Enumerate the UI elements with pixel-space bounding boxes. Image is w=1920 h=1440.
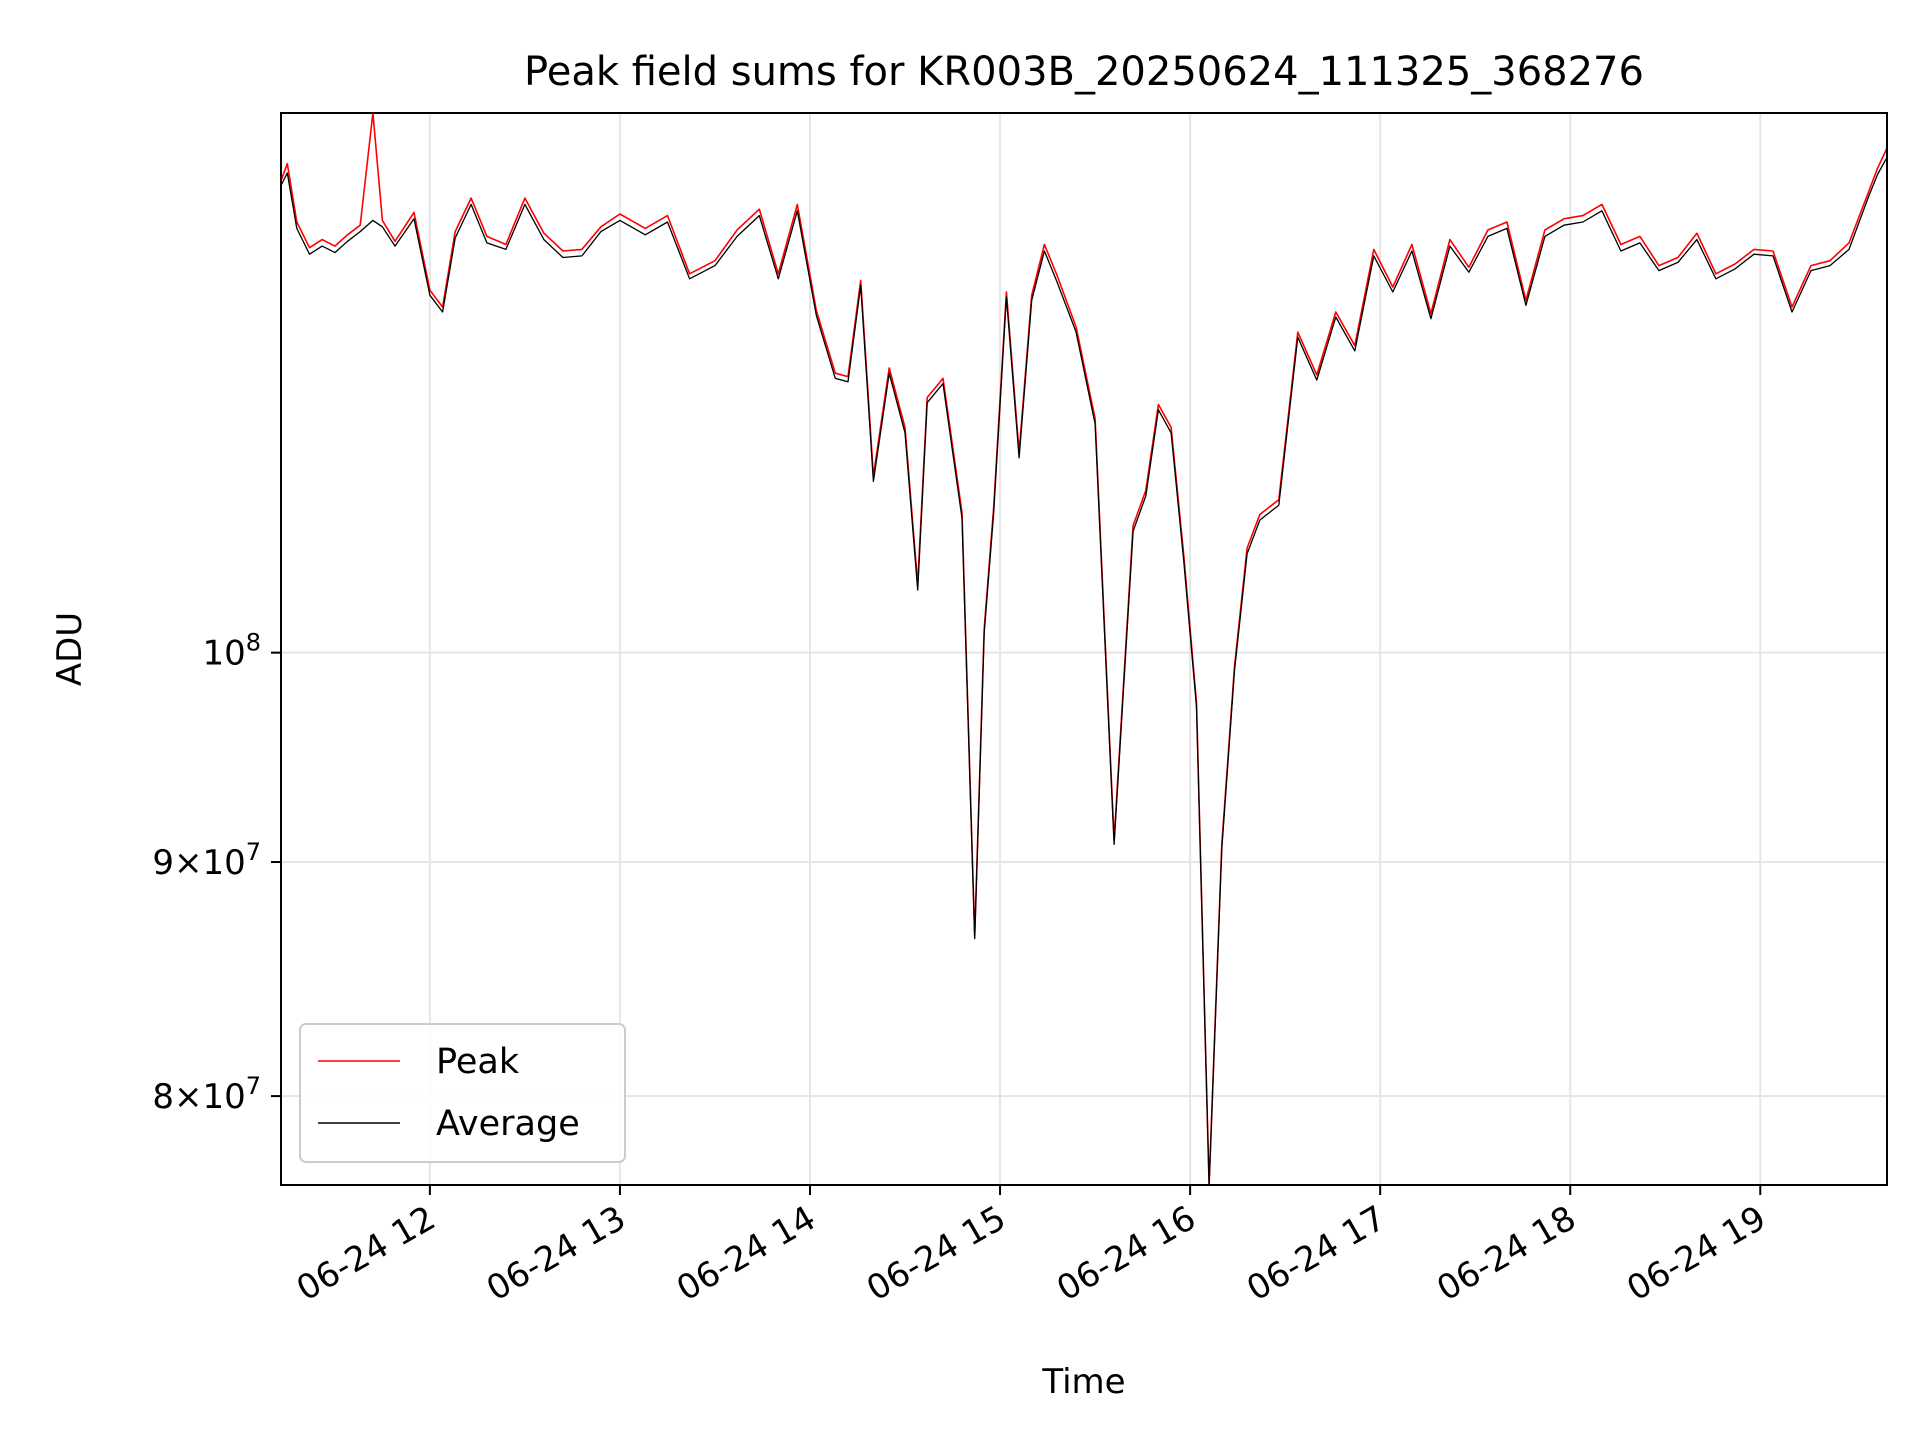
chart-title: Peak field sums for KR003B_20250624_1113… bbox=[524, 49, 1644, 95]
y-tick-label: 108 bbox=[202, 629, 261, 674]
y-tick-label: 8×107 bbox=[152, 1072, 261, 1117]
y-ticks: 8×107 9×107 108 bbox=[152, 629, 281, 1117]
plot-frame bbox=[280, 112, 1888, 1186]
legend-label-average: Average bbox=[436, 1104, 580, 1144]
y-axis-label: ADU bbox=[50, 612, 90, 686]
legend: Peak Average bbox=[299, 1023, 626, 1163]
legend-box bbox=[299, 1023, 626, 1163]
legend-label-peak: Peak bbox=[436, 1042, 520, 1082]
series-line-average bbox=[280, 157, 1888, 1186]
y-tick-label: 9×107 bbox=[152, 838, 261, 883]
x-axis-label: Time bbox=[1041, 1362, 1125, 1402]
plot-lines bbox=[280, 112, 1888, 1186]
series-line-peak bbox=[280, 112, 1888, 1186]
